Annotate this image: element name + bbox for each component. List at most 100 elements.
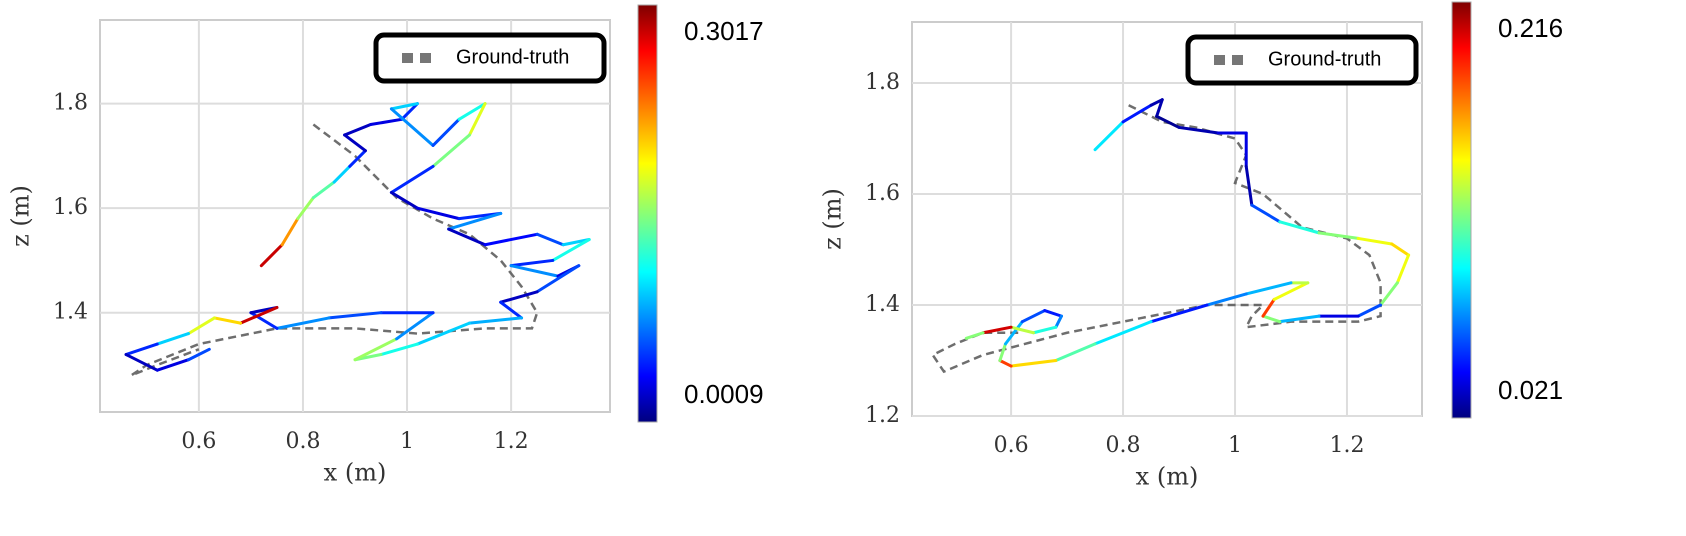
trajectory-segment [1379,281,1399,307]
plot-area [99,19,611,413]
trajectory-segment [509,258,555,268]
trajectory-segment [1261,314,1282,324]
x-axis-label: x (m) [324,459,387,487]
y-tick-label: 1.2 [865,403,900,428]
trajectory-segment [998,359,1013,368]
trajectory-segment [467,316,524,325]
trajectory-segment [1020,309,1047,324]
trajectory-segment [499,300,524,320]
trajectory-segment [447,227,487,247]
trajectory-segment [296,196,315,221]
trajectory-segment [343,133,367,153]
trajectory-segment [483,232,539,247]
trajectory-segment [415,206,461,221]
legend-box [1185,34,1419,86]
y-tick-label: 1.6 [53,195,88,220]
trajectory-segment [1093,320,1153,346]
trajectory-segment [275,316,331,330]
trajectory-segment [467,102,487,137]
colorbar [637,4,658,423]
trajectory-segment [1244,281,1293,296]
trajectory-segment [1054,314,1063,329]
trajectory-segment [1250,203,1282,224]
trajectory-segment [1278,220,1321,235]
x-tick-label: 0.8 [1106,433,1141,458]
trajectory-segment [1054,342,1097,363]
trajectory-segment [1155,98,1164,118]
trajectory-segment [1261,297,1276,318]
trajectory-segment [1121,103,1153,124]
colorbar-max-label: 0.3017 [684,16,764,46]
trajectory-segment [431,133,471,168]
trajectory-segment [212,316,243,325]
trajectory-segment [535,232,565,247]
trajectory-segment [124,353,159,372]
trajectory-segment [369,117,404,127]
trajectory-segment [348,149,367,168]
colorbar-min-label: 0.0009 [684,379,764,409]
y-tick-label: 1.6 [865,181,900,206]
y-axis-label: z (m) [819,188,847,250]
trajectory-segment [535,264,581,294]
trajectory-segment [379,342,419,357]
trajectory-segment [981,325,1013,335]
x-tick-label: 1.2 [1329,433,1364,458]
trajectory-segment [186,316,216,336]
trajectory-segment [155,332,190,346]
colorbar [1451,1,1472,419]
trajectory-segment [259,243,284,268]
trajectory-segment [447,211,503,231]
x-tick-label: 0.8 [285,429,320,454]
y-tick-label: 1.8 [865,70,900,95]
trajectory-segment [1003,320,1024,346]
y-tick-label: 1.4 [865,292,900,317]
x-tick-label: 1.2 [494,429,529,454]
legend-box [373,32,607,84]
trajectory-segment [415,321,471,346]
trajectory-segment [1009,359,1058,368]
colorbar-min-label: 0.021 [1498,375,1563,405]
trajectory-segment [1177,125,1220,135]
trajectory-segment [353,337,399,362]
trajectory-segment [1031,325,1058,335]
trajectory-segment [400,102,419,121]
x-tick-label: 0.6 [994,433,1029,458]
trajectory-segment [1272,281,1310,301]
colorbar-max-label: 0.216 [1498,13,1563,43]
trajectory-segment [1155,114,1181,129]
trajectory-segment [1205,292,1248,307]
trajectory-segment [1043,309,1063,318]
trajectory-segment [1093,120,1125,152]
y-axis-label: z (m) [7,185,35,247]
trajectory-segment [509,264,560,278]
trajectory-segment [332,164,352,184]
trajectory-segment [155,358,190,372]
trajectory-segment [389,102,419,111]
trajectory-segment [124,342,159,357]
trajectory-segment [280,217,300,247]
trajectory-segment [389,164,435,194]
ground-truth-line [130,123,539,377]
legend-label: Ground-truth [1268,48,1381,70]
trajectory-segment [343,123,373,137]
y-tick-label: 1.8 [53,91,88,116]
trajectory-segment [1356,236,1394,246]
trajectory-segment [1356,303,1383,318]
trajectory-segment [327,311,383,320]
trajectory-segment [311,180,336,200]
trajectory-segment [457,102,487,121]
y-tick-label: 1.4 [53,300,88,325]
trajectory-segment [431,117,461,147]
trajectory-segment [389,190,419,210]
trajectory-segment [186,347,211,362]
legend-label: Ground-truth [456,46,569,68]
trajectory-segment [395,311,435,341]
ground-truth-line [930,104,1382,374]
x-tick-label: 0.6 [181,429,216,454]
trajectory-segment [499,290,539,304]
trajectory-segment [1244,164,1254,207]
x-axis-label: x (m) [1136,463,1199,491]
trajectory-segment [1149,303,1209,324]
plot-area [911,21,1423,417]
